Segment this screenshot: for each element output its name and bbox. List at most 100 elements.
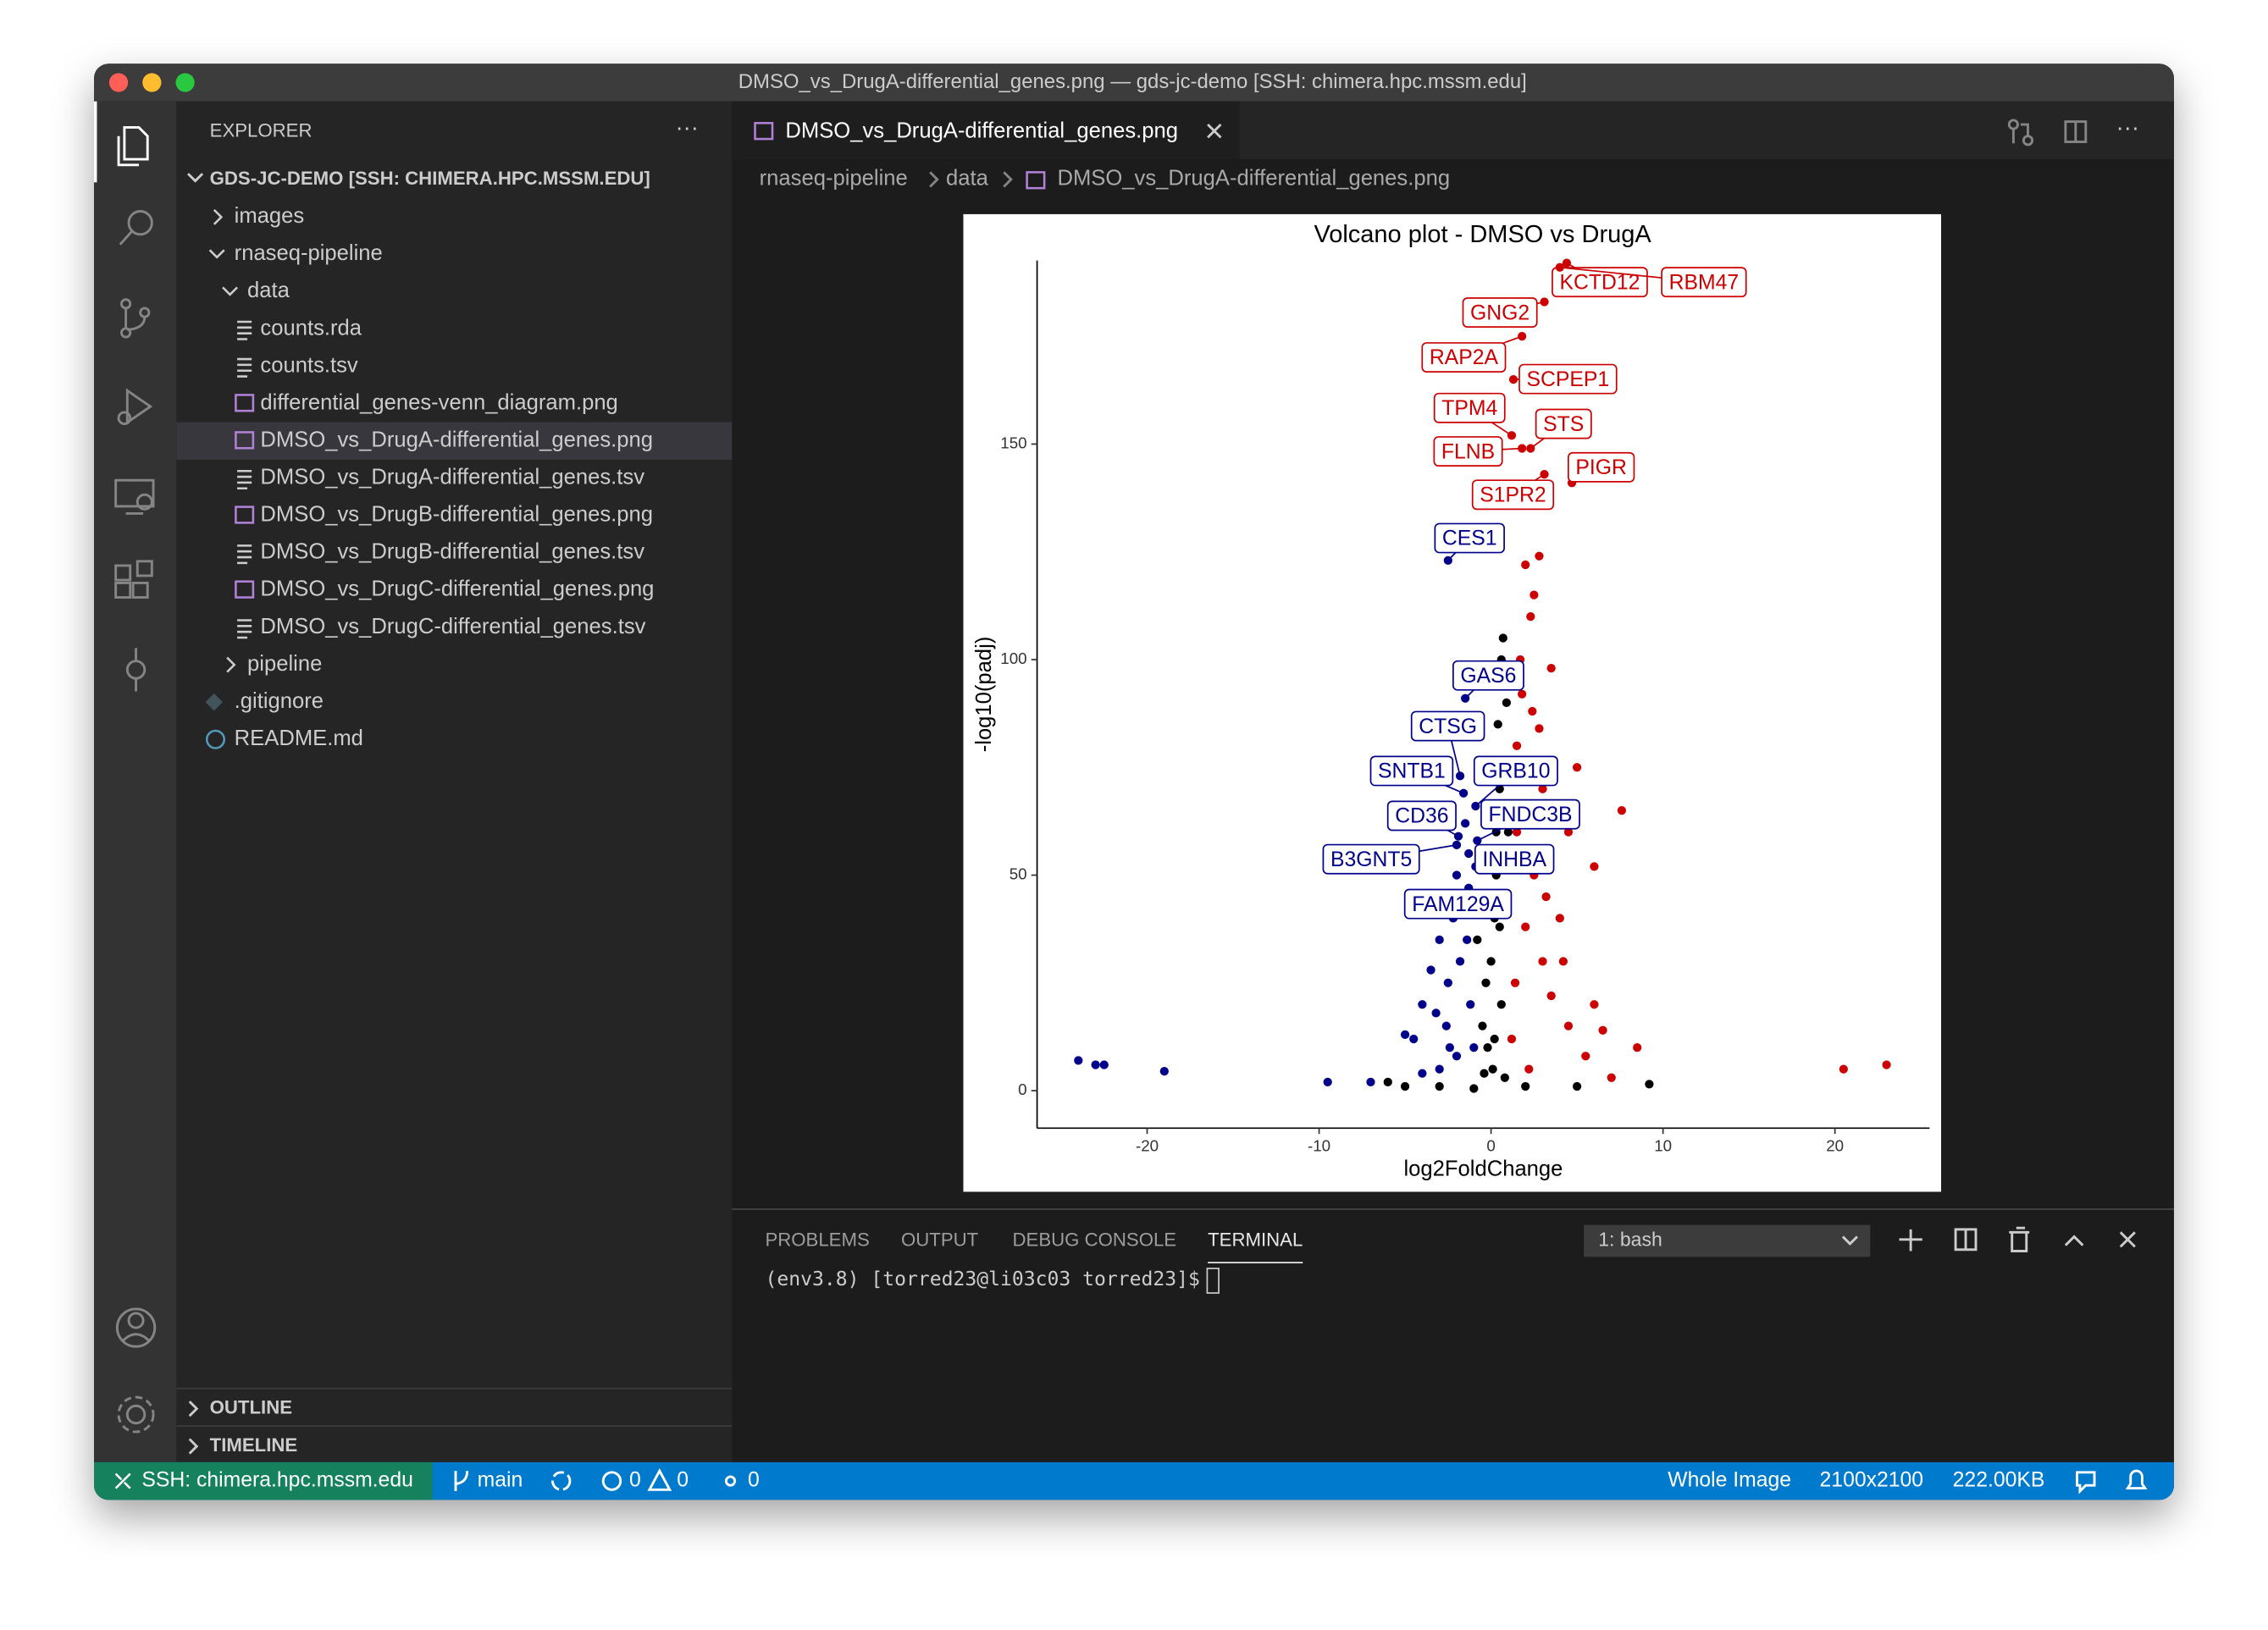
tree-item[interactable]: DMSO_vs_DrugC-differential_genes.tsv xyxy=(260,615,645,638)
gene-label: CTSG xyxy=(1419,716,1477,738)
data-point xyxy=(1590,862,1598,870)
data-point xyxy=(1469,1043,1478,1052)
close-button[interactable] xyxy=(109,73,128,91)
data-point xyxy=(1497,1000,1506,1008)
data-point xyxy=(1521,561,1530,569)
gene-label: GRB10 xyxy=(1481,760,1550,783)
data-point xyxy=(1607,1074,1616,1082)
data-point xyxy=(1573,763,1581,771)
data-point xyxy=(1481,979,1490,987)
gene-label: CES1 xyxy=(1442,528,1497,550)
data-point xyxy=(1521,1082,1530,1091)
breadcrumb[interactable]: rnaseq-pipeline xyxy=(760,167,908,191)
data-point xyxy=(1547,992,1556,1000)
labeled-point xyxy=(1452,841,1461,849)
data-point xyxy=(1528,707,1536,716)
labeled-point xyxy=(1507,431,1516,439)
tree-item[interactable]: DMSO_vs_DrugA-differential_genes.tsv xyxy=(260,466,644,489)
tree-item[interactable]: pipeline xyxy=(247,652,322,676)
tree-item[interactable]: data xyxy=(247,279,290,302)
data-point xyxy=(1483,1043,1491,1052)
tree-item[interactable]: .gitignore xyxy=(235,689,324,713)
sidebar xyxy=(176,102,732,1462)
labeled-point xyxy=(1556,263,1564,272)
tree-item[interactable]: images xyxy=(235,204,305,228)
more-actions[interactable]: ··· xyxy=(676,113,699,140)
data-point xyxy=(1598,1026,1607,1035)
x-tick-label: 20 xyxy=(1826,1136,1844,1154)
panel-tab[interactable]: OUTPUT xyxy=(901,1229,979,1250)
gene-label: B3GNT5 xyxy=(1330,848,1412,871)
labeled-point xyxy=(1518,444,1526,452)
data-point xyxy=(1526,612,1535,621)
data-point xyxy=(1521,922,1530,931)
breadcrumb[interactable]: data xyxy=(946,167,989,191)
panel-tab[interactable]: TERMINAL xyxy=(1208,1229,1303,1250)
more-editor-actions[interactable]: ··· xyxy=(2116,113,2139,140)
gene-label: TPM4 xyxy=(1441,397,1497,420)
zoom-mode[interactable]: Whole Image xyxy=(1668,1469,1791,1492)
gene-label: RAP2A xyxy=(1430,346,1499,369)
gene-label: FAM129A xyxy=(1412,893,1504,916)
workspace-root[interactable]: GDS-JC-DEMO [SSH: CHIMERA.HPC.MSSM.EDU] xyxy=(210,168,650,189)
data-point xyxy=(1074,1056,1082,1064)
gene-label: STS xyxy=(1543,413,1584,436)
data-point xyxy=(1564,1022,1573,1030)
x-tick-label: 0 xyxy=(1486,1136,1495,1154)
data-point xyxy=(1461,819,1469,827)
data-point xyxy=(1547,664,1556,672)
panel-tab[interactable]: PROBLEMS xyxy=(765,1229,869,1250)
data-point xyxy=(1464,849,1473,858)
sidebar-header: EXPLORER xyxy=(210,119,313,141)
data-point xyxy=(1100,1060,1109,1069)
minimize-button[interactable] xyxy=(142,73,161,91)
data-point xyxy=(1324,1078,1332,1086)
tree-item[interactable]: counts.rda xyxy=(260,316,362,340)
data-point xyxy=(1366,1078,1375,1086)
data-point xyxy=(1645,1080,1653,1088)
tree-item[interactable]: DMSO_vs_DrugA-differential_genes.png xyxy=(260,428,653,451)
gene-label: RBM47 xyxy=(1669,271,1740,294)
labeled-point xyxy=(1461,694,1469,703)
labeled-point xyxy=(1454,832,1463,841)
tree-item[interactable]: differential_genes-venn_diagram.png xyxy=(260,390,617,414)
labeled-point xyxy=(1540,470,1548,478)
y-tick-label: 0 xyxy=(1018,1080,1026,1098)
ports-count[interactable]: 0 xyxy=(748,1469,760,1492)
data-point xyxy=(1426,965,1435,974)
data-point xyxy=(1496,922,1504,931)
warning-count[interactable]: 0 xyxy=(677,1469,689,1492)
file-size: 222.00KB xyxy=(1953,1469,2045,1492)
gene-label: FNDC3B xyxy=(1488,804,1572,826)
y-tick-label: 100 xyxy=(1000,649,1026,667)
zoom-button[interactable] xyxy=(176,73,195,91)
data-point xyxy=(1518,690,1526,699)
tree-item[interactable]: DMSO_vs_DrugB-differential_genes.png xyxy=(260,503,653,527)
timeline-section[interactable]: TIMELINE xyxy=(210,1434,298,1456)
tree-item[interactable]: rnaseq-pipeline xyxy=(235,241,383,265)
image-dimensions: 2100x2100 xyxy=(1820,1469,1924,1492)
y-axis-title: -log10(padj) xyxy=(972,637,996,753)
tree-item[interactable]: DMSO_vs_DrugB-differential_genes.tsv xyxy=(260,540,644,564)
tree-item[interactable]: README.md xyxy=(235,727,363,750)
data-point xyxy=(1538,957,1546,965)
terminal-prompt[interactable]: (env3.8) [torred23@li03c03 torred23]$ xyxy=(765,1268,1199,1290)
breadcrumb[interactable]: DMSO_vs_DrugA-differential_genes.png xyxy=(1057,167,1450,191)
tree-item[interactable]: DMSO_vs_DrugC-differential_genes.png xyxy=(260,577,654,601)
branch[interactable]: main xyxy=(478,1469,523,1492)
data-point xyxy=(1435,1064,1444,1073)
gene-label: INHBA xyxy=(1482,848,1546,871)
data-point xyxy=(1432,1008,1441,1017)
data-point xyxy=(1384,1078,1392,1086)
labeled-point xyxy=(1471,802,1480,810)
data-point xyxy=(1401,1030,1409,1039)
panel-tab[interactable]: DEBUG CONSOLE xyxy=(1013,1229,1177,1250)
data-point xyxy=(1535,552,1543,561)
labeled-point xyxy=(1526,444,1535,452)
data-point xyxy=(1480,1069,1488,1078)
terminal-select-label: 1: bash xyxy=(1598,1229,1662,1251)
tree-item[interactable]: counts.tsv xyxy=(260,353,357,377)
outline-section[interactable]: OUTLINE xyxy=(210,1397,292,1418)
error-count[interactable]: 0 xyxy=(629,1469,641,1492)
window-title: DMSO_vs_DrugA-differential_genes.png — g… xyxy=(738,70,1527,93)
